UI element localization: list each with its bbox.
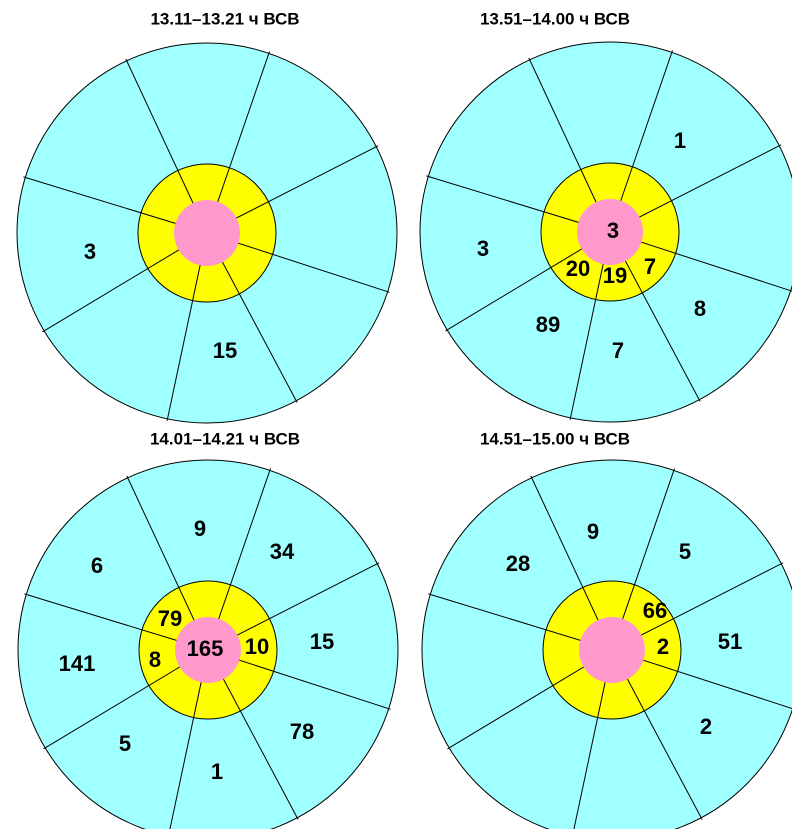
center-circle xyxy=(577,199,643,265)
count-label: 3 xyxy=(607,218,619,243)
count-label: 3 xyxy=(84,239,96,264)
count-label: 79 xyxy=(158,606,182,631)
count-label: 1 xyxy=(674,128,686,153)
count-label: 9 xyxy=(194,516,206,541)
count-label: 2 xyxy=(657,634,669,659)
count-label: 20 xyxy=(566,256,590,281)
count-label: 19 xyxy=(603,263,627,288)
panel-title: 14.01–14.21 ч ВСВ xyxy=(150,429,300,448)
count-label: 89 xyxy=(536,312,560,337)
count-label: 165 xyxy=(187,636,224,661)
count-label: 5 xyxy=(679,539,691,564)
count-label: 2 xyxy=(700,714,712,739)
count-label: 8 xyxy=(149,647,161,672)
count-label: 28 xyxy=(506,551,530,576)
count-label: 51 xyxy=(718,629,742,654)
count-label: 10 xyxy=(245,634,269,659)
count-label: 141 xyxy=(59,651,96,676)
panel-title: 13.51–14.00 ч ВСВ xyxy=(480,9,630,28)
center-circle xyxy=(175,617,241,683)
count-label: 1 xyxy=(211,759,223,784)
center-circle xyxy=(174,200,240,266)
center-circle xyxy=(579,617,645,683)
count-label: 15 xyxy=(213,338,237,363)
count-label: 7 xyxy=(612,338,624,363)
count-label: 34 xyxy=(270,539,295,564)
count-label: 5 xyxy=(119,731,131,756)
count-label: 15 xyxy=(310,629,334,654)
count-label: 78 xyxy=(290,719,314,744)
panel-title: 14.51–15.00 ч ВСВ xyxy=(480,429,630,448)
panel-title: 13.11–13.21 ч ВСВ xyxy=(150,9,299,28)
count-label: 6 xyxy=(91,553,103,578)
count-label: 8 xyxy=(694,296,706,321)
count-label: 3 xyxy=(477,236,489,261)
count-label: 66 xyxy=(643,598,667,623)
count-label: 9 xyxy=(587,519,599,544)
count-label: 7 xyxy=(644,254,656,279)
